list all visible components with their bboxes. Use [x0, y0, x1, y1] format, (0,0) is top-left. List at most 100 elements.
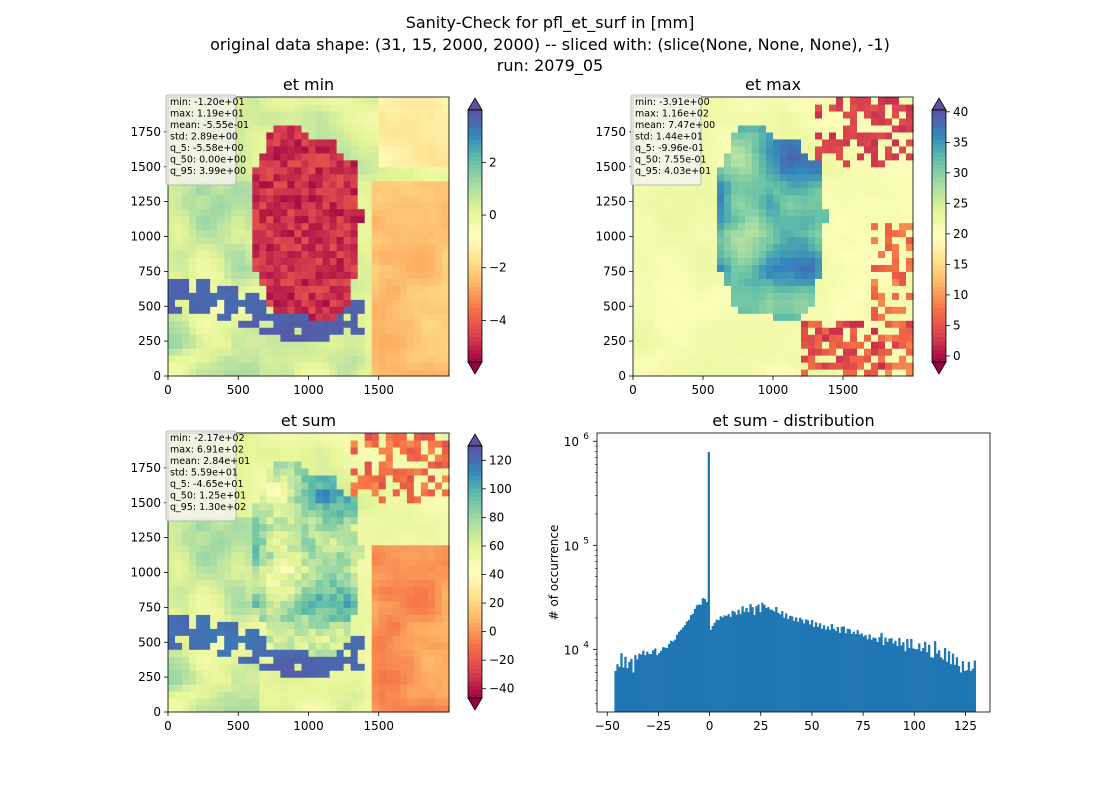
heatmap-cell [413, 446, 422, 455]
heatmap-cell [287, 201, 296, 210]
heatmap-cell [182, 698, 190, 706]
heatmap-cell [738, 229, 746, 238]
heatmap-cell [273, 558, 282, 567]
heatmap-cell [245, 691, 253, 699]
heatmap-cell [252, 236, 260, 245]
heatmap-cell [189, 670, 197, 678]
heatmap-cell [864, 313, 872, 321]
heatmap-cell [308, 684, 317, 692]
heatmap-cell [378, 166, 387, 175]
heatmap-cell [266, 537, 274, 546]
heatmap-cell [413, 663, 422, 671]
heatmap-cell [294, 621, 303, 629]
heatmap-cell [210, 586, 218, 595]
heatmap-cell [371, 530, 380, 539]
heatmap-cell [266, 628, 274, 636]
heatmap-cell [231, 663, 239, 671]
heatmap-cell [413, 628, 422, 636]
heatmap-cell [252, 117, 260, 126]
heatmap-cell [682, 257, 690, 265]
colorbar-segment [932, 231, 946, 237]
heatmap-cell [224, 187, 232, 196]
colorbar-segment [468, 206, 482, 212]
heatmap-cell [308, 439, 317, 448]
heatmap-cell [378, 705, 387, 713]
heatmap-cell [668, 229, 676, 238]
heatmap-cell [343, 271, 352, 279]
heatmap-cell [322, 621, 331, 629]
heatmap-cell [906, 299, 914, 307]
heatmap-cell [738, 306, 746, 314]
heatmap-cell [350, 306, 359, 314]
heatmap-cell [899, 152, 907, 161]
heatmap-cell [385, 194, 394, 203]
heatmap-cell [724, 299, 732, 307]
heatmap-cell [364, 152, 373, 161]
heatmap-cell [406, 523, 415, 532]
heatmap-cell [434, 439, 443, 448]
heatmap-cell [640, 299, 648, 307]
heatmap-cell [322, 600, 331, 608]
heatmap-cell [343, 523, 352, 532]
colorbar-segment [468, 135, 482, 140]
heatmap-cell [717, 250, 725, 259]
heatmap-cell [696, 201, 704, 210]
heatmap-cell [273, 194, 282, 203]
colorbar-segment [468, 290, 482, 296]
heatmap-cell [794, 124, 802, 133]
heatmap-cell [668, 320, 676, 328]
heatmap-cell [308, 229, 317, 238]
heatmap-cell [301, 495, 310, 504]
heatmap-cell [301, 453, 310, 462]
heatmap-cell [843, 285, 851, 293]
heatmap-cell [273, 292, 282, 300]
heatmap-cell [203, 663, 211, 671]
heatmap-cell [196, 285, 204, 293]
heatmap-cell [217, 264, 225, 272]
heatmap-cell [245, 187, 253, 196]
heatmap-cell [357, 649, 366, 657]
heatmap-cell [308, 166, 317, 175]
heatmap-cell [413, 292, 422, 300]
heatmap-cell [399, 649, 408, 657]
heatmap-cell [203, 278, 211, 286]
heatmap-cell [259, 530, 267, 539]
heatmap-cell [745, 97, 753, 105]
heatmap-cell [420, 488, 429, 497]
heatmap-cell [210, 327, 218, 335]
heatmap-cell [343, 215, 352, 224]
heatmap-cell [745, 355, 753, 363]
heatmap-cell [710, 180, 718, 189]
heatmap-cell [829, 292, 837, 300]
heatmap-cell [371, 544, 380, 553]
heatmap-cell [364, 586, 373, 595]
heatmap-cell [413, 705, 422, 713]
heatmap-cell [864, 355, 872, 363]
heatmap-cell [745, 180, 753, 189]
heatmap-cell [357, 306, 366, 314]
heatmap-cell [738, 173, 746, 182]
heatmap-cell [399, 607, 408, 615]
heatmap-cell [420, 341, 429, 349]
heatmap-cell [308, 530, 317, 539]
heatmap-cell [385, 586, 394, 595]
heatmap-cell [441, 103, 450, 112]
heatmap-cell [343, 97, 352, 105]
heatmap-cell [252, 341, 260, 349]
heatmap-cell [280, 691, 289, 699]
heatmap-cell [675, 306, 683, 314]
heatmap-cell [364, 530, 373, 539]
heatmap-cell [441, 110, 450, 119]
colorbar-segment [468, 294, 482, 300]
heatmap-cell [878, 264, 886, 272]
heatmap-cell [413, 285, 422, 293]
heatmap-cell [308, 208, 317, 217]
heatmap-cell [280, 656, 289, 664]
heatmap-cell [801, 257, 809, 265]
heatmap-cell [633, 334, 641, 342]
heatmap-cell [378, 187, 387, 196]
heatmap-cell [703, 110, 711, 119]
heatmap-cell [392, 271, 401, 279]
heatmap-cell [238, 306, 246, 314]
